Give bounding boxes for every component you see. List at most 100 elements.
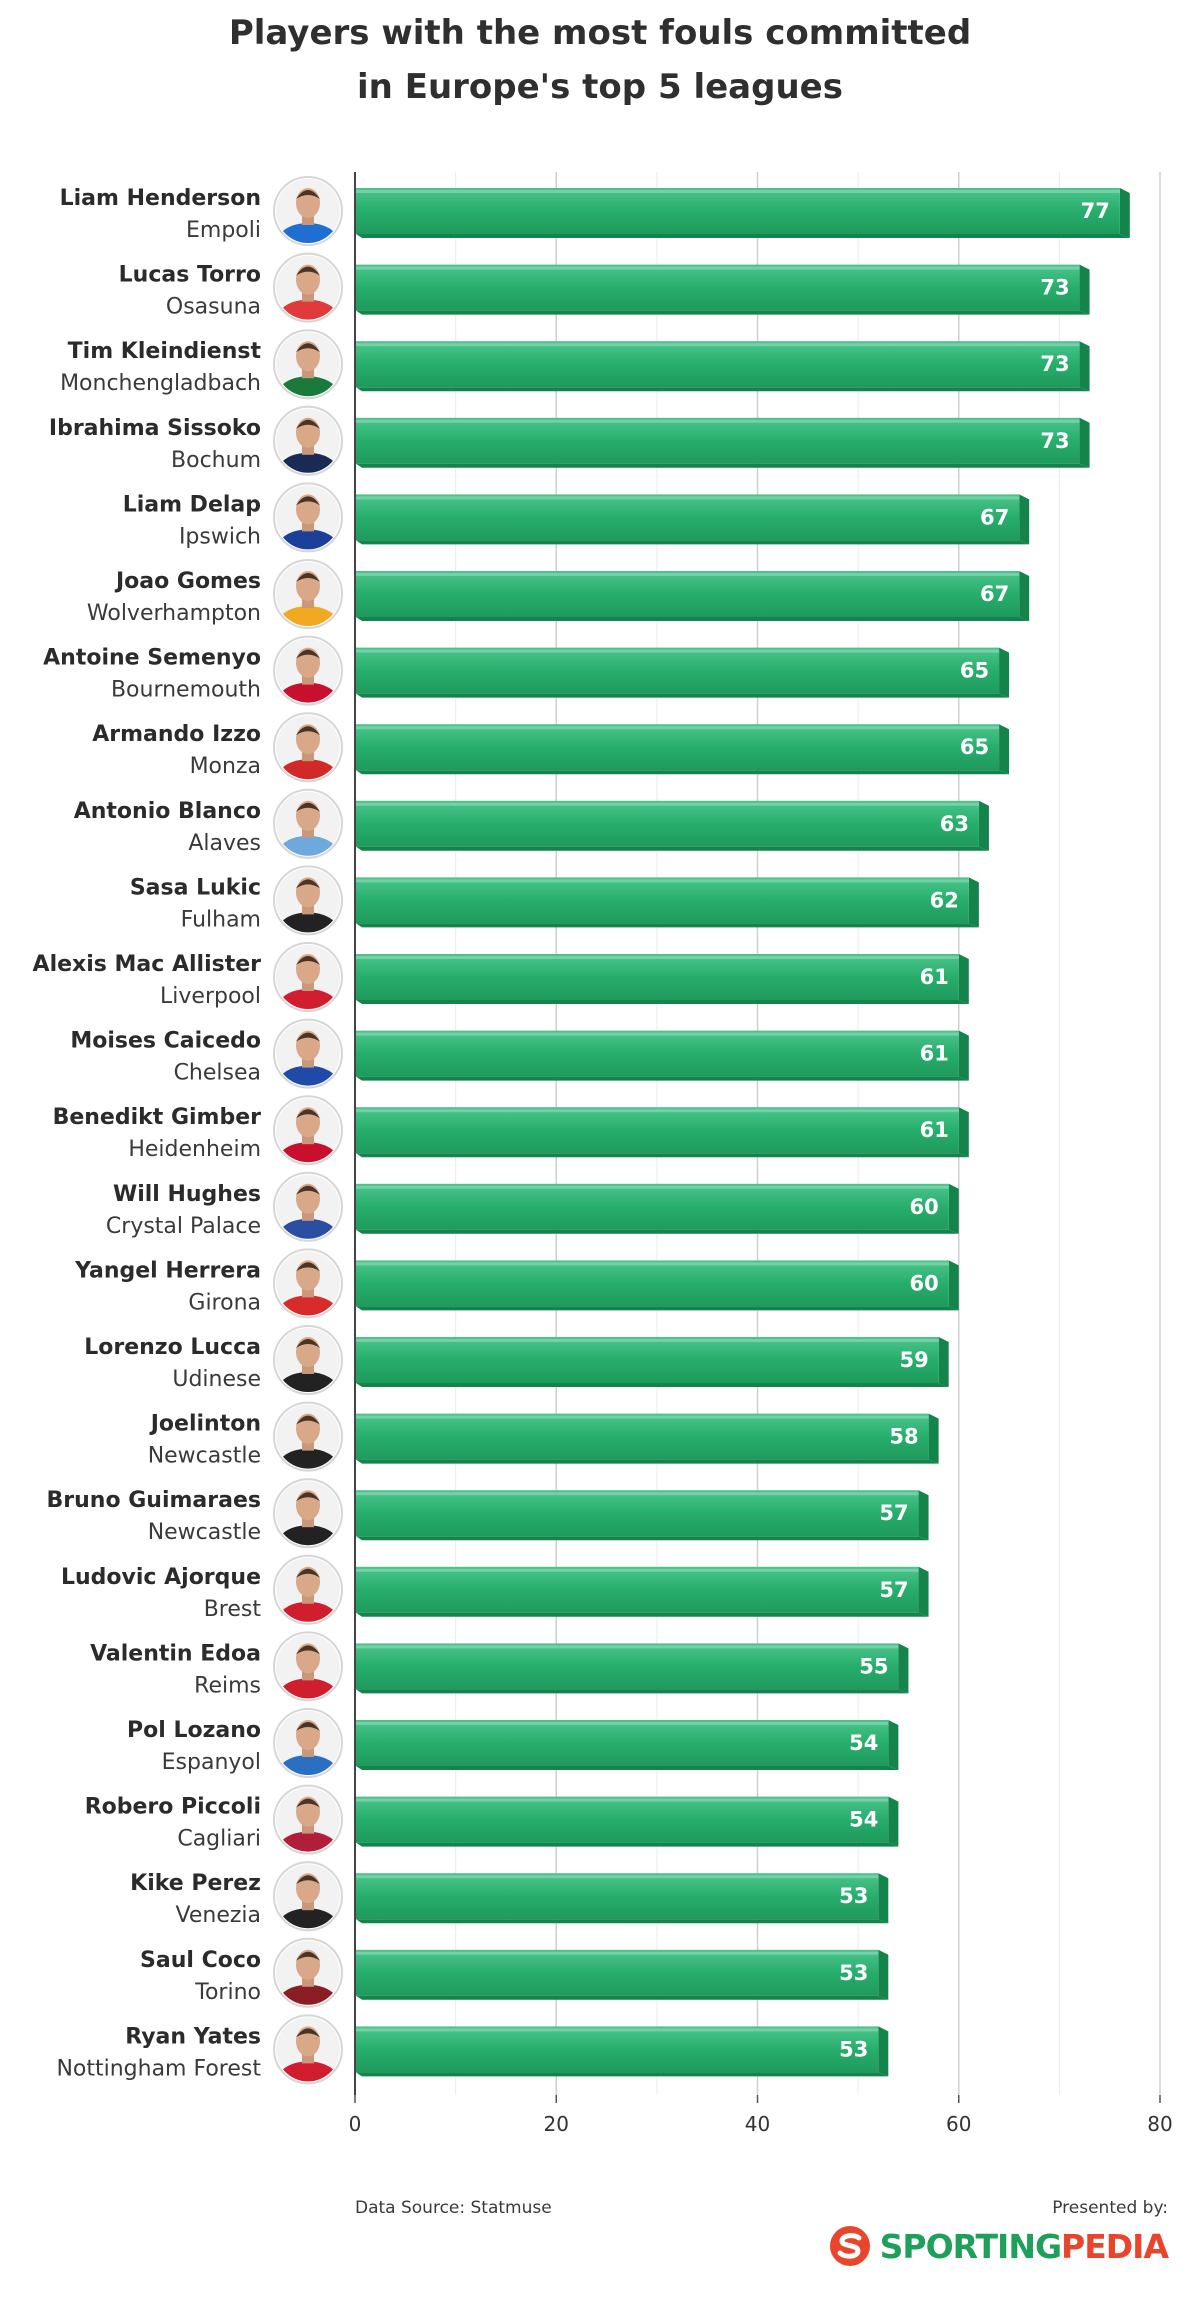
bar-side xyxy=(999,724,1010,775)
avatar-photo xyxy=(276,1787,340,1852)
bar-value-label: 77 xyxy=(1081,199,1110,223)
player-avatar xyxy=(273,559,343,629)
bar: 61 xyxy=(356,954,969,1004)
avatar-photo xyxy=(276,179,340,243)
bar-base xyxy=(356,1689,909,1694)
bar-face xyxy=(356,417,1080,464)
avatar-kit xyxy=(278,1678,338,1699)
avatar-photo xyxy=(276,638,340,703)
avatar-hair xyxy=(296,1722,320,1731)
avatar-photo xyxy=(276,1557,340,1622)
bar-value-label: 58 xyxy=(889,1425,918,1449)
bar-face xyxy=(356,800,979,847)
team-name-label: Nottingham Forest xyxy=(56,2056,261,2081)
bar-highlight xyxy=(356,1875,879,1879)
bar-side xyxy=(878,1873,889,1924)
team-name-label: Crystal Palace xyxy=(106,1214,261,1239)
bar-highlight xyxy=(356,879,969,883)
bar-highlight xyxy=(356,1185,949,1189)
bar-highlight xyxy=(356,1645,899,1649)
player-avatar xyxy=(273,1478,343,1549)
avatar-photo xyxy=(276,2017,340,2082)
team-name-label: Osasuna xyxy=(166,295,261,320)
bar: 54 xyxy=(356,1720,899,1770)
player-avatar xyxy=(273,1708,343,1778)
bar: 67 xyxy=(356,494,1030,545)
bar-side xyxy=(948,1260,959,1311)
bar: 61 xyxy=(356,1107,969,1158)
bar-base xyxy=(356,923,979,928)
bar: 58 xyxy=(356,1413,939,1464)
team-name-label: Wolverhampton xyxy=(87,601,261,626)
team-name-label: Reims xyxy=(194,1673,261,1698)
bar-base xyxy=(356,770,1010,775)
player-name-label: Yangel Herrera xyxy=(74,1258,261,1283)
team-name-label: Liverpool xyxy=(160,984,261,1009)
avatar-hair xyxy=(296,649,320,659)
team-name-label: Cagliari xyxy=(177,1827,261,1852)
player-avatar xyxy=(273,1325,343,1395)
avatar-kit xyxy=(278,299,338,320)
player-name-label: Armando Izzo xyxy=(92,722,261,747)
avatar-photo xyxy=(276,1634,340,1699)
avatar-kit xyxy=(278,989,338,1009)
bar: 65 xyxy=(356,724,1010,775)
bar-face xyxy=(356,1030,959,1077)
player-avatar xyxy=(273,1631,343,1702)
avatar-hair xyxy=(296,1185,320,1195)
avatar-photo xyxy=(276,332,340,397)
avatar-hair xyxy=(296,1492,320,1502)
avatar-kit xyxy=(278,1448,338,1469)
player-name-label: Alexis Mac Allister xyxy=(33,952,262,977)
bar-face xyxy=(356,1566,919,1613)
bars: 77 73 73 73 67 67 65 65 63 62 61 61 61 60 60 59 58 57 57 55… xyxy=(356,188,1130,2077)
bar-base xyxy=(356,1919,889,1924)
bar-face xyxy=(356,341,1080,388)
team-name-label: Fulham xyxy=(181,907,261,932)
player-name-label: Benedikt Gimber xyxy=(53,1105,262,1130)
bar: 55 xyxy=(356,1643,909,1694)
team-name-label: Chelsea xyxy=(174,1061,261,1086)
bar-base xyxy=(356,1766,899,1770)
avatar-hair xyxy=(296,1339,320,1348)
player-name-label: Liam Delap xyxy=(123,492,261,517)
player-name-label: Moises Caicedo xyxy=(70,1029,261,1054)
avatar-kit xyxy=(278,529,338,550)
bar-face xyxy=(356,264,1080,311)
avatar-photo xyxy=(276,791,340,856)
bar-base xyxy=(356,310,1090,315)
bar-side xyxy=(918,1566,929,1617)
category-labels: Liam Henderson Empoli Lucas Torro Osasuna Ti… xyxy=(33,176,343,2085)
player-avatar xyxy=(273,252,343,323)
team-name-label: Bochum xyxy=(171,448,261,473)
bar-face xyxy=(356,1720,889,1766)
team-name-label: Brest xyxy=(204,1597,262,1622)
bar-highlight xyxy=(356,1798,889,1802)
bar-value-label: 53 xyxy=(839,1961,868,1985)
bar: 73 xyxy=(356,341,1090,392)
avatar-hair xyxy=(296,879,320,889)
bar-face xyxy=(356,1260,949,1307)
bar: 57 xyxy=(356,1490,929,1541)
bar-side xyxy=(958,954,969,1004)
bar-side xyxy=(878,2026,889,2077)
bar-value-label: 54 xyxy=(849,1731,878,1755)
avatar-kit xyxy=(278,1908,338,1929)
bar-face xyxy=(356,1337,939,1383)
bar: 63 xyxy=(356,800,989,851)
bar-side xyxy=(1019,571,1030,621)
avatar-photo xyxy=(276,1481,340,1546)
bar-base xyxy=(356,1383,949,1387)
bar-side xyxy=(999,647,1010,698)
bar-side xyxy=(948,1183,959,1234)
avatar-hair xyxy=(296,190,320,199)
team-name-label: Alaves xyxy=(188,831,261,856)
bar: 61 xyxy=(356,1030,969,1081)
bar: 62 xyxy=(356,877,979,928)
avatar-kit xyxy=(278,1984,338,2005)
bar-side xyxy=(1119,188,1130,238)
player-name-label: Lorenzo Lucca xyxy=(84,1335,261,1360)
team-name-label: Torino xyxy=(194,1980,261,2005)
bar-base xyxy=(356,1000,969,1004)
